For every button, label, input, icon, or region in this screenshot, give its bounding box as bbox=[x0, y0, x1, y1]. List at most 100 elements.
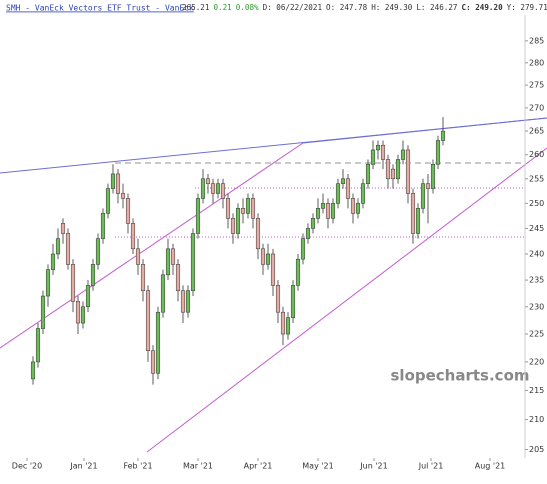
x-tick-label: Jun '21 bbox=[359, 462, 387, 471]
candle-body bbox=[260, 248, 266, 265]
candle-body bbox=[100, 213, 106, 239]
candle-body bbox=[160, 274, 166, 313]
candle-body bbox=[285, 317, 291, 335]
x-tick-label: May '21 bbox=[302, 462, 333, 471]
candle-body bbox=[60, 223, 66, 234]
candles bbox=[30, 117, 446, 385]
candle-body bbox=[220, 183, 226, 199]
candle-body bbox=[290, 285, 296, 318]
candle-body bbox=[280, 311, 286, 335]
x-tick-label: Feb '21 bbox=[123, 462, 152, 471]
quote-field: 0.08% bbox=[236, 3, 259, 12]
candle-body bbox=[250, 198, 256, 219]
candle-body bbox=[65, 233, 71, 265]
y-tick-label: 280 bbox=[529, 58, 544, 67]
chart-title[interactable]: SMH - VanEck Vectors ETF Trust - VanEck bbox=[6, 4, 194, 13]
quote-field: L: 246.27 bbox=[416, 3, 457, 12]
candle-body bbox=[225, 198, 231, 219]
candle-body bbox=[380, 144, 386, 160]
candle-body bbox=[150, 350, 156, 374]
candle-body bbox=[195, 198, 201, 234]
y-tick-label: 245 bbox=[529, 224, 544, 233]
candle-body bbox=[395, 159, 401, 180]
candle-body bbox=[325, 203, 331, 219]
quote-field: D: 06/22/2021 bbox=[263, 3, 323, 12]
candle-body bbox=[55, 238, 61, 255]
candle-body bbox=[320, 203, 326, 209]
x-tick-label: Aug '21 bbox=[475, 462, 506, 471]
candle-body bbox=[390, 168, 396, 180]
x-tick-label: Dec '20 bbox=[12, 462, 42, 471]
candle-body bbox=[360, 183, 366, 204]
y-tick-label: 235 bbox=[529, 276, 544, 285]
candle-body bbox=[70, 264, 76, 302]
candle-body bbox=[35, 328, 41, 363]
y-tick-label: 210 bbox=[529, 415, 544, 424]
candle-body bbox=[345, 178, 351, 199]
candle-body bbox=[145, 290, 151, 351]
y-tick-label: 215 bbox=[529, 386, 544, 395]
candle-body bbox=[435, 140, 441, 165]
quote-field: C: 249.20 bbox=[462, 3, 504, 12]
candle-body bbox=[385, 159, 391, 180]
quote-field: O: 247.78 bbox=[326, 3, 368, 12]
candle-body bbox=[185, 290, 191, 313]
candle-body bbox=[140, 264, 146, 291]
candle-body bbox=[245, 198, 251, 214]
candle-body bbox=[340, 178, 346, 184]
candle-body bbox=[45, 269, 51, 297]
watermark: slopecharts.com bbox=[391, 367, 530, 385]
candle-body bbox=[75, 301, 81, 324]
x-tick-label: Mar '21 bbox=[183, 462, 213, 471]
candle-body bbox=[205, 178, 211, 184]
candle-body bbox=[400, 149, 406, 160]
candle-body bbox=[210, 183, 216, 194]
candle-body bbox=[405, 149, 411, 194]
candle-body bbox=[190, 233, 196, 291]
candle-body bbox=[180, 290, 186, 313]
y-tick-label: 265 bbox=[529, 127, 544, 136]
candle-body bbox=[30, 361, 36, 380]
candle-body bbox=[175, 264, 181, 291]
candle-body bbox=[235, 208, 241, 234]
y-tick-label: 255 bbox=[529, 174, 544, 183]
candle-body bbox=[370, 149, 376, 165]
candle-body bbox=[420, 183, 426, 209]
candle-body bbox=[165, 248, 171, 276]
candle-body bbox=[300, 238, 306, 260]
quote-field: H: 249.30 bbox=[371, 3, 413, 12]
y-tick-label: 275 bbox=[529, 81, 544, 90]
candle-body bbox=[155, 311, 161, 374]
candle-body bbox=[440, 130, 446, 141]
candle-body bbox=[410, 193, 416, 234]
candle-body bbox=[240, 208, 246, 214]
candle-body bbox=[200, 178, 206, 199]
channel-line bbox=[0, 142, 304, 349]
candle-body bbox=[275, 285, 281, 313]
y-tick-label: 205 bbox=[529, 445, 544, 454]
candle-body bbox=[425, 183, 431, 189]
candle-body bbox=[120, 193, 126, 199]
candle-body bbox=[40, 295, 46, 329]
candle-body bbox=[90, 264, 96, 286]
candle-body bbox=[310, 218, 316, 229]
y-tick-label: 220 bbox=[529, 357, 544, 366]
x-tick-label: Jul '21 bbox=[418, 462, 444, 471]
trend-line bbox=[302, 117, 547, 144]
candle-body bbox=[265, 253, 271, 265]
support-line bbox=[146, 147, 547, 453]
candle-body bbox=[85, 285, 91, 308]
y-tick-label: 260 bbox=[529, 150, 544, 159]
quote-field: 265.21 bbox=[182, 3, 210, 12]
y-tick-label: 240 bbox=[529, 249, 544, 258]
candle-body bbox=[295, 258, 301, 286]
x-tick-label: Apr '21 bbox=[244, 462, 273, 471]
candle-body bbox=[415, 208, 421, 234]
y-tick-label: 270 bbox=[529, 103, 544, 112]
candle-body bbox=[315, 208, 321, 219]
candle-body bbox=[335, 183, 341, 204]
candle-body bbox=[350, 198, 356, 214]
quote-info: 265.21 0.21 0.08% D: 06/22/2021 O: 247.78 H: … bbox=[182, 3, 547, 12]
